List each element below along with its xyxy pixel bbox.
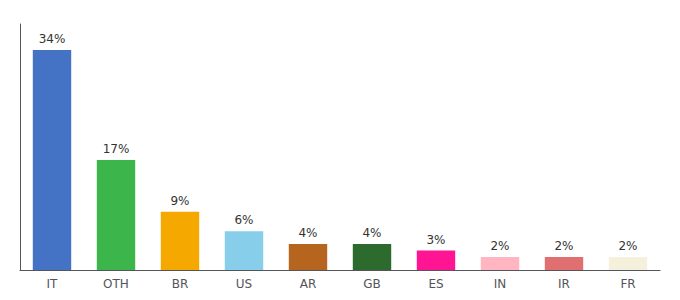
- svg-text:OTH: OTH: [103, 277, 129, 291]
- svg-text:4%: 4%: [362, 226, 381, 240]
- svg-text:2%: 2%: [618, 239, 637, 253]
- svg-text:BR: BR: [172, 277, 189, 291]
- svg-text:2%: 2%: [490, 239, 509, 253]
- svg-text:17%: 17%: [103, 142, 130, 156]
- svg-text:3%: 3%: [426, 233, 445, 247]
- svg-text:US: US: [236, 277, 252, 291]
- svg-text:GB: GB: [363, 277, 381, 291]
- svg-text:34%: 34%: [39, 32, 66, 46]
- svg-text:IT: IT: [47, 277, 59, 291]
- svg-text:AR: AR: [300, 277, 317, 291]
- svg-text:IR: IR: [558, 277, 570, 291]
- svg-text:9%: 9%: [170, 194, 189, 208]
- svg-text:2%: 2%: [554, 239, 573, 253]
- svg-text:FR: FR: [620, 277, 635, 291]
- svg-text:ES: ES: [428, 277, 443, 291]
- svg-text:IN: IN: [494, 277, 507, 291]
- svg-text:6%: 6%: [234, 213, 253, 227]
- svg-text:4%: 4%: [298, 226, 317, 240]
